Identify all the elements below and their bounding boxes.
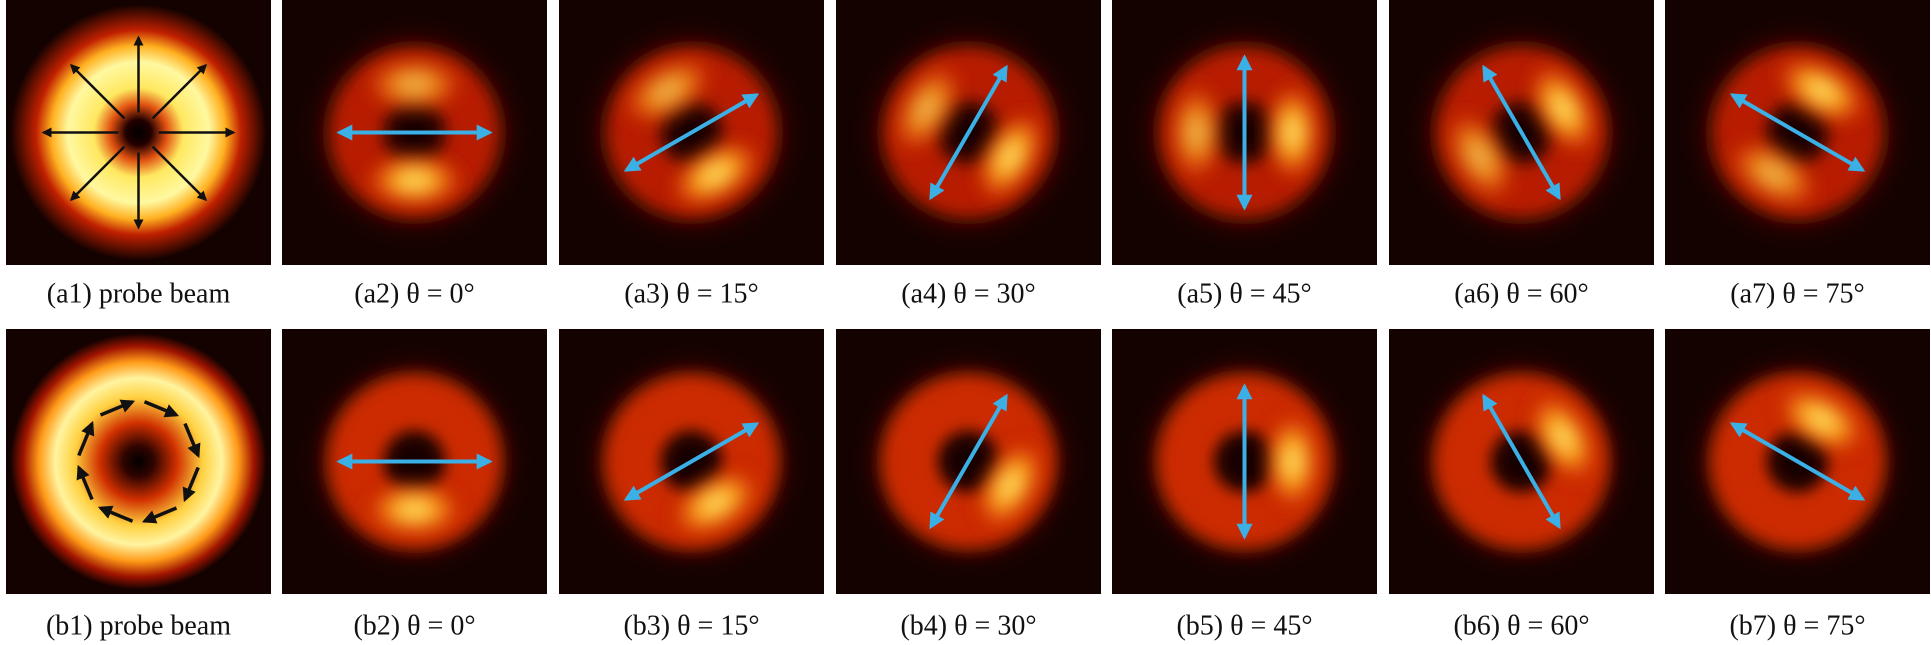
panel-label: (a2) θ = 0°: [354, 278, 474, 309]
intensity-lobe: [1260, 74, 1325, 191]
image-panel: [6, 329, 271, 594]
polarization-arrow: [151, 145, 208, 202]
image-panel: [836, 0, 1101, 265]
polarization-arrow: [151, 63, 208, 120]
intensity-lobe: [356, 52, 473, 117]
panel-label: (b4) θ = 30°: [900, 610, 1036, 641]
image-panel: [559, 0, 824, 265]
panel-label: (a6) θ = 60°: [1454, 278, 1588, 309]
image-panel: [1389, 0, 1654, 265]
image-panel: [559, 329, 824, 594]
polarization-arrow: [77, 420, 95, 457]
image-panel: [6, 0, 271, 265]
image-panel: [1389, 329, 1654, 594]
polarization-arrow: [1729, 422, 1866, 501]
image-panel: [282, 329, 547, 594]
polarization-arrow: [69, 145, 126, 202]
polarization-arrow: [1729, 93, 1866, 172]
panel-label: (a3) θ = 15°: [624, 278, 758, 309]
intensity-lobe: [1260, 403, 1325, 520]
panel-label: (b6) θ = 60°: [1453, 610, 1589, 641]
intensity-lobe: [356, 477, 473, 542]
polarization-arrow: [623, 93, 760, 172]
polarization-arrow: [141, 506, 178, 524]
probe-beam: [10, 333, 267, 590]
polarization-arrow: [76, 464, 94, 501]
polarization-arrow: [69, 63, 126, 120]
polarization-arrow: [623, 422, 760, 501]
panel-label: (b7) θ = 75°: [1729, 610, 1865, 641]
polarization-arrow: [183, 422, 201, 459]
polarization-arrow: [143, 400, 180, 418]
panel-label: (a1) probe beam: [47, 278, 231, 309]
image-panel: [1112, 0, 1377, 265]
image-panel: [282, 0, 547, 265]
panel-label: (b1) probe beam: [46, 610, 231, 641]
polarization-arrow: [929, 393, 1008, 530]
image-panel: [1665, 0, 1930, 265]
panel-label: (a7) θ = 75°: [1730, 278, 1864, 309]
panel-label: (b5) θ = 45°: [1176, 610, 1312, 641]
panel-label: (b3) θ = 15°: [623, 610, 759, 641]
panel-label: (a5) θ = 45°: [1177, 278, 1311, 309]
image-panel: [1665, 329, 1930, 594]
polarization-arrow: [182, 466, 200, 503]
image-panel: [836, 329, 1101, 594]
polarization-arrow: [1482, 393, 1561, 530]
panel-label: (b2) θ = 0°: [353, 610, 475, 641]
image-panel: [1112, 329, 1377, 594]
polarization-arrow: [1482, 64, 1561, 201]
panel-label: (a4) θ = 30°: [901, 278, 1035, 309]
polarization-arrow: [929, 64, 1008, 201]
intensity-lobe: [1164, 74, 1229, 191]
polarization-arrow: [97, 505, 134, 523]
polarization-arrow: [99, 399, 136, 417]
intensity-lobe: [356, 148, 473, 213]
